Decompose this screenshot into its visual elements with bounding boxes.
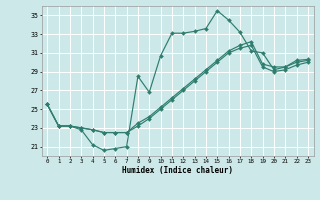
X-axis label: Humidex (Indice chaleur): Humidex (Indice chaleur) (122, 166, 233, 175)
